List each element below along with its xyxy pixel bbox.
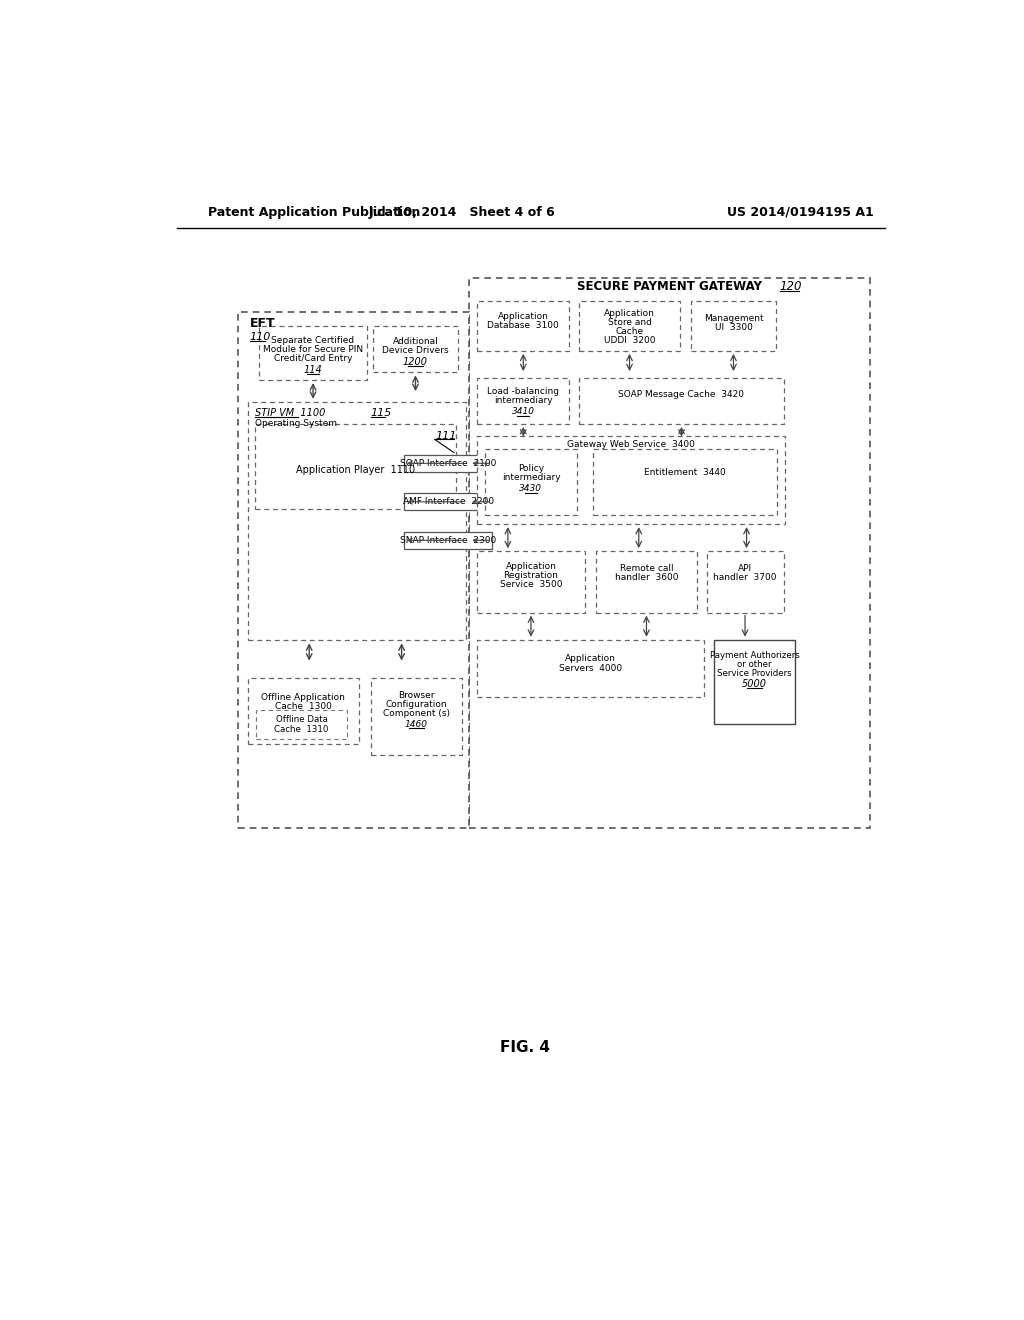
Bar	[477, 436, 785, 524]
Text: Credit/Card Entry: Credit/Card Entry	[273, 354, 352, 363]
Text: EFT: EFT	[250, 317, 275, 330]
Text: Database  3100: Database 3100	[487, 321, 559, 330]
Bar	[248, 678, 359, 743]
Bar	[256, 710, 347, 739]
Text: FIG. 4: FIG. 4	[500, 1040, 550, 1055]
Text: Offline Data: Offline Data	[275, 715, 328, 725]
Text: Entitlement  3440: Entitlement 3440	[644, 469, 726, 477]
Text: intermediary: intermediary	[502, 474, 560, 482]
Text: Additional: Additional	[392, 337, 438, 346]
Bar	[484, 449, 578, 515]
Text: 5000: 5000	[742, 680, 767, 689]
Text: Registration: Registration	[504, 572, 558, 581]
Text: Service  3500: Service 3500	[500, 581, 562, 590]
Text: SNAP Interface  2300: SNAP Interface 2300	[400, 536, 497, 545]
Text: AMF Interface  2200: AMF Interface 2200	[402, 498, 494, 507]
Bar	[403, 494, 493, 511]
Bar	[403, 532, 493, 549]
Text: Component (s): Component (s)	[383, 709, 450, 718]
Text: Module for Secure PIN: Module for Secure PIN	[263, 345, 364, 354]
Text: Patent Application Publication: Patent Application Publication	[208, 206, 420, 219]
Bar	[248, 401, 466, 640]
Text: Gateway Web Service  3400: Gateway Web Service 3400	[567, 441, 695, 449]
Bar	[469, 277, 869, 829]
Bar	[403, 455, 493, 471]
Text: Device Drivers: Device Drivers	[382, 346, 449, 355]
Bar	[714, 640, 795, 725]
Text: Policy: Policy	[518, 465, 544, 473]
Text: 1460: 1460	[404, 719, 428, 729]
Text: Payment Authorizers: Payment Authorizers	[710, 651, 800, 660]
Text: Management: Management	[703, 314, 763, 323]
Text: STIP VM  1100: STIP VM 1100	[255, 408, 326, 418]
Text: 110: 110	[250, 333, 271, 342]
Text: Offline Application: Offline Application	[261, 693, 345, 702]
Text: Service Providers: Service Providers	[718, 669, 792, 678]
Text: 111: 111	[435, 430, 457, 441]
Text: 120: 120	[779, 280, 802, 293]
Text: Servers  4000: Servers 4000	[559, 664, 623, 673]
Bar	[259, 326, 367, 380]
Bar	[477, 301, 569, 351]
Bar	[580, 301, 680, 351]
Text: Configuration: Configuration	[385, 700, 447, 709]
Text: or other: or other	[737, 660, 772, 669]
Text: Application: Application	[498, 312, 549, 321]
Text: UI  3300: UI 3300	[715, 323, 753, 333]
Bar	[593, 449, 777, 515]
Text: Operating System: Operating System	[255, 418, 337, 428]
Text: UDDI  3200: UDDI 3200	[604, 337, 655, 346]
Text: Cache  1310: Cache 1310	[274, 725, 329, 734]
Text: 1200: 1200	[403, 356, 428, 367]
Bar	[477, 640, 705, 697]
Bar	[691, 301, 776, 351]
Text: SOAP Interface  2100: SOAP Interface 2100	[400, 459, 497, 467]
Text: 114: 114	[304, 366, 323, 375]
Text: Application: Application	[565, 655, 616, 664]
Text: Browser: Browser	[398, 690, 434, 700]
Bar	[707, 552, 783, 612]
Text: SECURE PAYMENT GATEWAY: SECURE PAYMENT GATEWAY	[578, 280, 762, 293]
Text: Application: Application	[604, 309, 655, 318]
Bar	[580, 378, 783, 424]
Text: Jul. 10, 2014   Sheet 4 of 6: Jul. 10, 2014 Sheet 4 of 6	[369, 206, 555, 219]
Text: 3410: 3410	[512, 408, 535, 416]
Bar	[255, 424, 456, 508]
Text: Load -balancing: Load -balancing	[487, 387, 559, 396]
Bar	[596, 552, 696, 612]
Text: SOAP Message Cache  3420: SOAP Message Cache 3420	[618, 391, 744, 399]
Text: Cache: Cache	[615, 327, 643, 337]
Text: handler  3700: handler 3700	[714, 573, 777, 582]
Text: Application: Application	[506, 562, 556, 572]
Bar	[239, 313, 469, 829]
Text: Remote call: Remote call	[620, 564, 673, 573]
Text: handler  3600: handler 3600	[614, 573, 678, 582]
Text: Separate Certified: Separate Certified	[271, 335, 354, 345]
Text: US 2014/0194195 A1: US 2014/0194195 A1	[727, 206, 873, 219]
Bar	[477, 552, 585, 612]
Bar	[371, 678, 462, 755]
Text: 115: 115	[371, 408, 392, 418]
Bar	[373, 326, 458, 372]
Text: intermediary: intermediary	[494, 396, 553, 405]
Text: Store and: Store and	[607, 318, 651, 327]
Text: 3430: 3430	[519, 484, 543, 494]
Bar	[477, 378, 569, 424]
Text: Application Player  1110: Application Player 1110	[296, 465, 415, 475]
Text: API: API	[738, 564, 752, 573]
Text: Cache  1300: Cache 1300	[275, 702, 332, 711]
